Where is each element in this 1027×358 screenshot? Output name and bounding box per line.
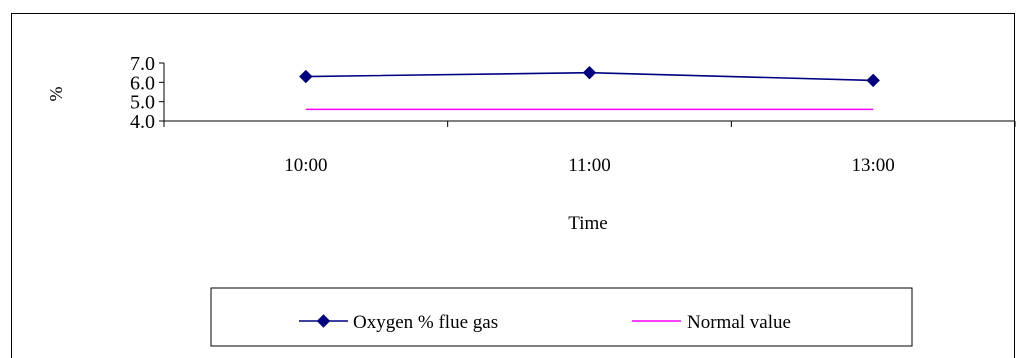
- data-point-marker: [582, 65, 597, 80]
- x-tick-label: 11:00: [568, 155, 611, 176]
- x-ticks: 10:00 11:00 13:00: [163, 121, 1016, 176]
- y-ticks: 4.05.06.07.0: [130, 53, 164, 133]
- y-axis-title: %: [46, 87, 66, 102]
- legend-label: Oxygen % flue gas: [353, 312, 498, 333]
- series-layer: [299, 65, 880, 111]
- series-1: [299, 65, 880, 88]
- y-tick-label: 5.0: [130, 92, 155, 114]
- legend-label: Normal value: [687, 312, 791, 333]
- y-tick-label: 4.0: [130, 111, 155, 133]
- x-tick-label: 13:00: [852, 155, 895, 176]
- legend-item: Normal value: [632, 312, 791, 333]
- data-point-marker: [299, 69, 313, 84]
- data-point-marker: [866, 73, 880, 88]
- legend-marker: [316, 314, 331, 328]
- y-tick-label: 7.0: [130, 53, 155, 75]
- y-tick-label: 6.0: [130, 72, 155, 94]
- x-axis-title: Time: [568, 213, 607, 234]
- x-tick-label: 10:00: [284, 155, 327, 176]
- legend-item: Oxygen % flue gas: [299, 312, 498, 333]
- legend: Oxygen % flue gas Normal value: [210, 287, 913, 347]
- axes: [163, 63, 1015, 122]
- legend-box: [210, 287, 913, 347]
- legend-items: Oxygen % flue gas Normal value: [299, 312, 791, 333]
